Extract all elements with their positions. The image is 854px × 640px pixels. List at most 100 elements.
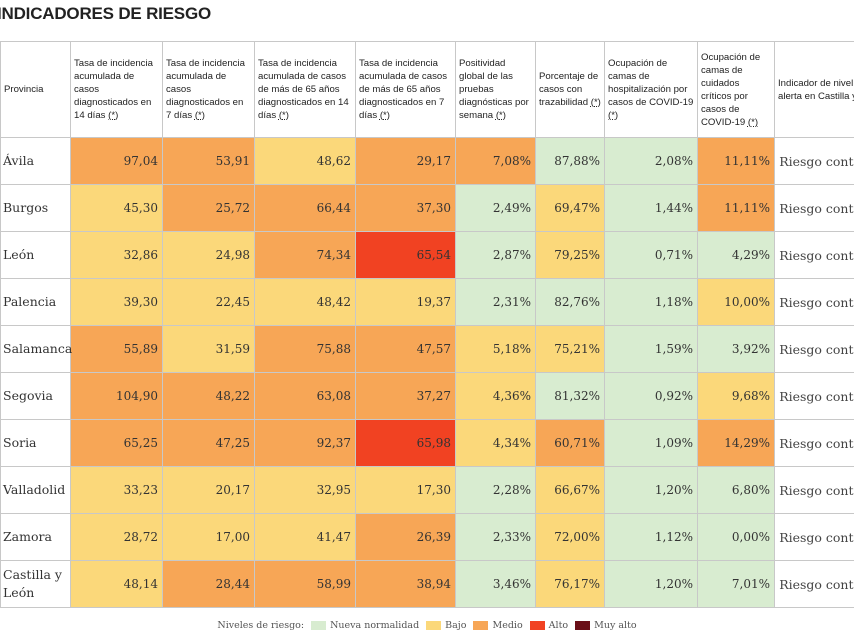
indicator-cell: 1,12% bbox=[604, 513, 698, 561]
indicator-cell: 11,11% bbox=[697, 137, 775, 185]
indicator-cell: 33,23 bbox=[70, 466, 163, 514]
province-name: Salamanca bbox=[0, 325, 72, 373]
indicator-cell: 48,14 bbox=[70, 560, 163, 608]
column-header-text: Ocupación de camas de cuidados críticos … bbox=[701, 51, 761, 128]
province-name: Segovia bbox=[0, 372, 71, 420]
indicator-cell: 66,67% bbox=[535, 466, 605, 514]
indicator-cell: 0,00% bbox=[697, 513, 775, 561]
column-header-text: Indicador de nivel de alerta en Castilla… bbox=[778, 77, 854, 102]
indicator-cell: 2,33% bbox=[455, 513, 536, 561]
indicator-cell: 1,59% bbox=[604, 325, 698, 373]
legend-label: Medio bbox=[492, 620, 523, 631]
indicator-cell: 32,95 bbox=[254, 466, 356, 514]
indicator-cell: 4,36% bbox=[455, 372, 536, 420]
table-body: Ávila 97,04 53,91 48,62 29,17 7,08% 87,88% 2,08… bbox=[0, 137, 854, 608]
indicator-cell: 37,30 bbox=[355, 184, 456, 232]
province-name: Zamora bbox=[0, 513, 71, 561]
table-row: Ávila 97,04 53,91 48,62 29,17 7,08% 87,88% 2,08… bbox=[0, 137, 854, 185]
indicator-cell: 29,17 bbox=[355, 137, 456, 185]
indicator-cell: 1,20% bbox=[604, 466, 698, 514]
alert-level: Riesgo controlado bbox=[774, 466, 854, 514]
column-header: Positividad global de las pruebas diagnó… bbox=[455, 41, 536, 138]
indicator-cell: 39,30 bbox=[70, 278, 163, 326]
table-row: Segovia 104,90 48,22 63,08 37,27 4,36% 81,32% 0… bbox=[0, 372, 854, 420]
legend-label: Nueva normalidad bbox=[330, 620, 420, 631]
alert-level: Riesgo controlado bbox=[774, 184, 854, 232]
column-header: Porcentaje de casos con trazabilidad (*) bbox=[535, 41, 605, 138]
indicator-cell: 6,80% bbox=[697, 466, 775, 514]
legend-swatch bbox=[575, 621, 591, 630]
indicator-cell: 22,45 bbox=[162, 278, 255, 326]
column-header-text: Tasa de incidencia acumulada de casos de… bbox=[359, 58, 447, 121]
indicator-cell: 4,34% bbox=[455, 419, 536, 467]
indicator-cell: 75,88 bbox=[254, 325, 356, 373]
indicator-cell: 28,72 bbox=[70, 513, 163, 561]
indicator-cell: 14,29% bbox=[697, 419, 775, 467]
indicator-cell: 47,25 bbox=[162, 419, 255, 467]
legend-label: Muy alto bbox=[594, 620, 637, 631]
indicator-cell: 5,18% bbox=[455, 325, 536, 373]
indicator-cell: 58,99 bbox=[254, 560, 356, 608]
indicator-cell: 7,01% bbox=[697, 560, 775, 608]
indicator-cell: 25,72 bbox=[162, 184, 255, 232]
column-header-text: Tasa de incidencia acumulada de casos di… bbox=[166, 58, 245, 121]
indicator-cell: 1,09% bbox=[604, 419, 698, 467]
alert-level: Riesgo controlado bbox=[774, 278, 854, 326]
column-header: Ocupación de camas de hospitalización po… bbox=[604, 41, 698, 138]
column-header: Provincia bbox=[0, 41, 71, 138]
indicator-cell: 1,44% bbox=[604, 184, 698, 232]
column-header: Indicador de nivel de alerta en Castilla… bbox=[774, 41, 854, 138]
column-header-text: Ocupación de camas de hospitalización po… bbox=[608, 58, 694, 108]
province-name: Palencia bbox=[0, 278, 71, 326]
table-row: León 32,86 24,98 74,34 65,54 2,87% 79,25% 0,71%… bbox=[0, 231, 854, 279]
province-name: Burgos bbox=[0, 184, 71, 232]
footnote-link[interactable]: (*) bbox=[278, 110, 289, 121]
indicator-cell: 81,32% bbox=[535, 372, 605, 420]
column-header: Tasa de incidencia acumulada de casos de… bbox=[355, 41, 456, 138]
province-name: Castilla y León bbox=[0, 560, 71, 608]
footnote-link[interactable]: (*) bbox=[747, 116, 759, 128]
alert-level: Riesgo controlado bbox=[774, 325, 854, 373]
indicator-cell: 2,08% bbox=[604, 137, 698, 185]
alert-level: Riesgo controlado bbox=[774, 560, 854, 608]
province-name: Ávila bbox=[0, 137, 71, 185]
indicator-cell: 38,94 bbox=[355, 560, 456, 608]
indicator-cell: 41,47 bbox=[254, 513, 356, 561]
footnote-link[interactable]: (*) bbox=[379, 110, 390, 121]
alert-level: Riesgo controlado bbox=[774, 137, 854, 185]
column-header-text: Provincia bbox=[4, 84, 44, 95]
column-header: Tasa de incidencia acumulada de casos di… bbox=[70, 41, 163, 138]
indicator-cell: 2,31% bbox=[455, 278, 536, 326]
province-name: Valladolid bbox=[0, 466, 71, 514]
footnote-link[interactable]: (*) bbox=[590, 97, 601, 108]
indicator-cell: 92,37 bbox=[254, 419, 356, 467]
legend-label: Bajo bbox=[445, 620, 467, 631]
footnote-link[interactable]: (*) bbox=[495, 110, 506, 121]
indicator-cell: 65,98 bbox=[355, 419, 456, 467]
legend-label: Alto bbox=[548, 620, 569, 631]
indicator-cell: 65,25 bbox=[70, 419, 163, 467]
indicator-cell: 11,11% bbox=[697, 184, 775, 232]
indicator-cell: 97,04 bbox=[70, 137, 163, 185]
indicator-cell: 53,91 bbox=[162, 137, 255, 185]
footnote-link[interactable]: (*) bbox=[194, 110, 205, 121]
alert-level: Riesgo controlado bbox=[774, 513, 854, 561]
indicator-cell: 104,90 bbox=[70, 372, 163, 420]
indicator-cell: 3,92% bbox=[697, 325, 775, 373]
alert-level: Riesgo controlado bbox=[774, 231, 854, 279]
indicator-cell: 32,86 bbox=[70, 231, 163, 279]
indicator-cell: 7,08% bbox=[455, 137, 536, 185]
table-row: Soria 65,25 47,25 92,37 65,98 4,34% 60,71% 1,09… bbox=[0, 419, 854, 467]
indicator-cell: 2,28% bbox=[455, 466, 536, 514]
indicator-cell: 2,49% bbox=[455, 184, 536, 232]
column-header: Ocupación de camas de cuidados críticos … bbox=[697, 41, 775, 138]
indicator-cell: 74,34 bbox=[254, 231, 356, 279]
footnote-link[interactable]: (*) bbox=[608, 110, 619, 121]
footnote-link[interactable]: (*) bbox=[108, 110, 119, 121]
legend-swatch bbox=[529, 621, 545, 630]
indicator-cell: 10,00% bbox=[697, 278, 775, 326]
legend-swatch bbox=[426, 621, 442, 630]
indicator-cell: 75,21% bbox=[535, 325, 605, 373]
indicator-cell: 55,89 bbox=[70, 325, 163, 373]
table-row: Burgos 45,30 25,72 66,44 37,30 2,49% 69,47% 1,4… bbox=[0, 184, 854, 232]
